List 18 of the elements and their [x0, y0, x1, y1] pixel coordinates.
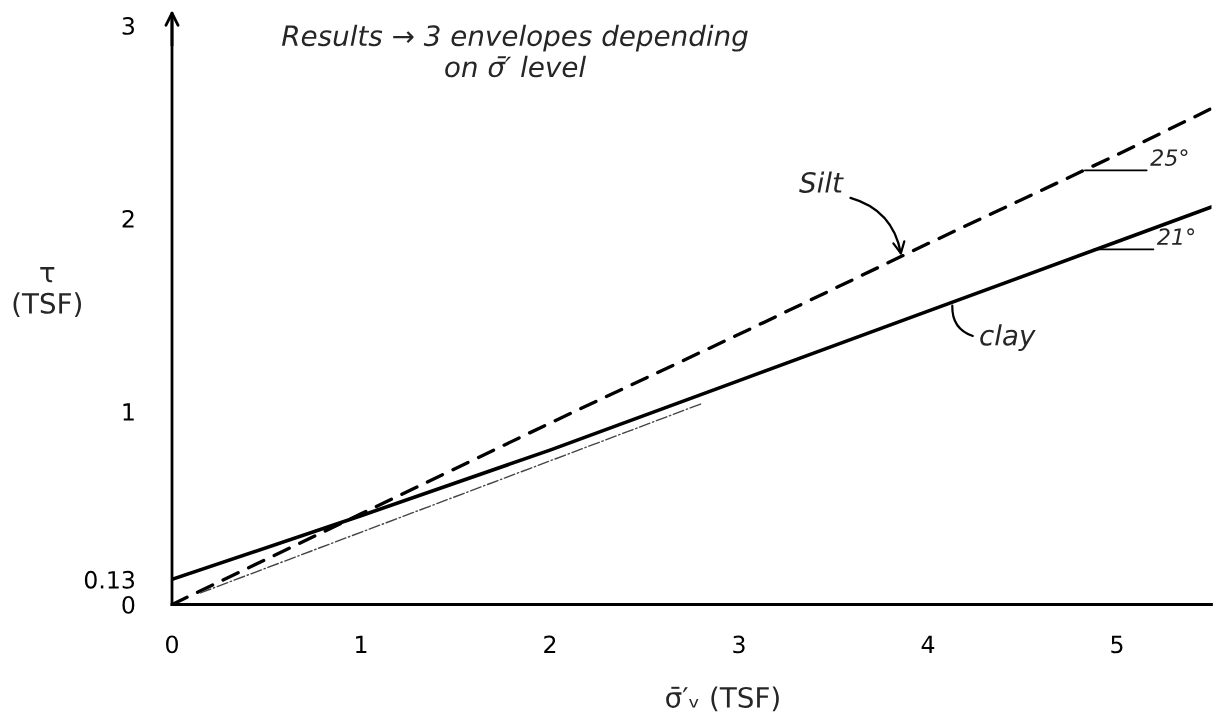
y-tick-label: 3 — [122, 17, 134, 35]
y-tick-label: 1 — [123, 403, 134, 421]
annotation: clay — [980, 324, 1036, 352]
x-axis-title: σ̄′ᵥ (TSF) — [666, 686, 779, 712]
x-tick-label: 5 — [1111, 635, 1123, 654]
annotation: 25° — [1150, 149, 1188, 166]
y-axis-title: τ (TSF) — [13, 267, 81, 318]
y-tick-label: 2 — [122, 209, 134, 228]
y-tick-label: 0.13 — [84, 570, 134, 589]
annotation: 21° — [1156, 228, 1195, 245]
x-tick-label: 1 — [356, 635, 367, 653]
x-tick-label: 3 — [733, 635, 745, 654]
annotation: Silt — [799, 171, 844, 193]
text: Results → 3 envelopes depending on σ̄′ level — [281, 24, 748, 78]
y-tick-label: 0 — [122, 595, 135, 614]
x-tick-label: 4 — [921, 635, 935, 653]
x-tick-label: 2 — [544, 635, 556, 653]
x-tick-label: 0 — [166, 635, 178, 654]
